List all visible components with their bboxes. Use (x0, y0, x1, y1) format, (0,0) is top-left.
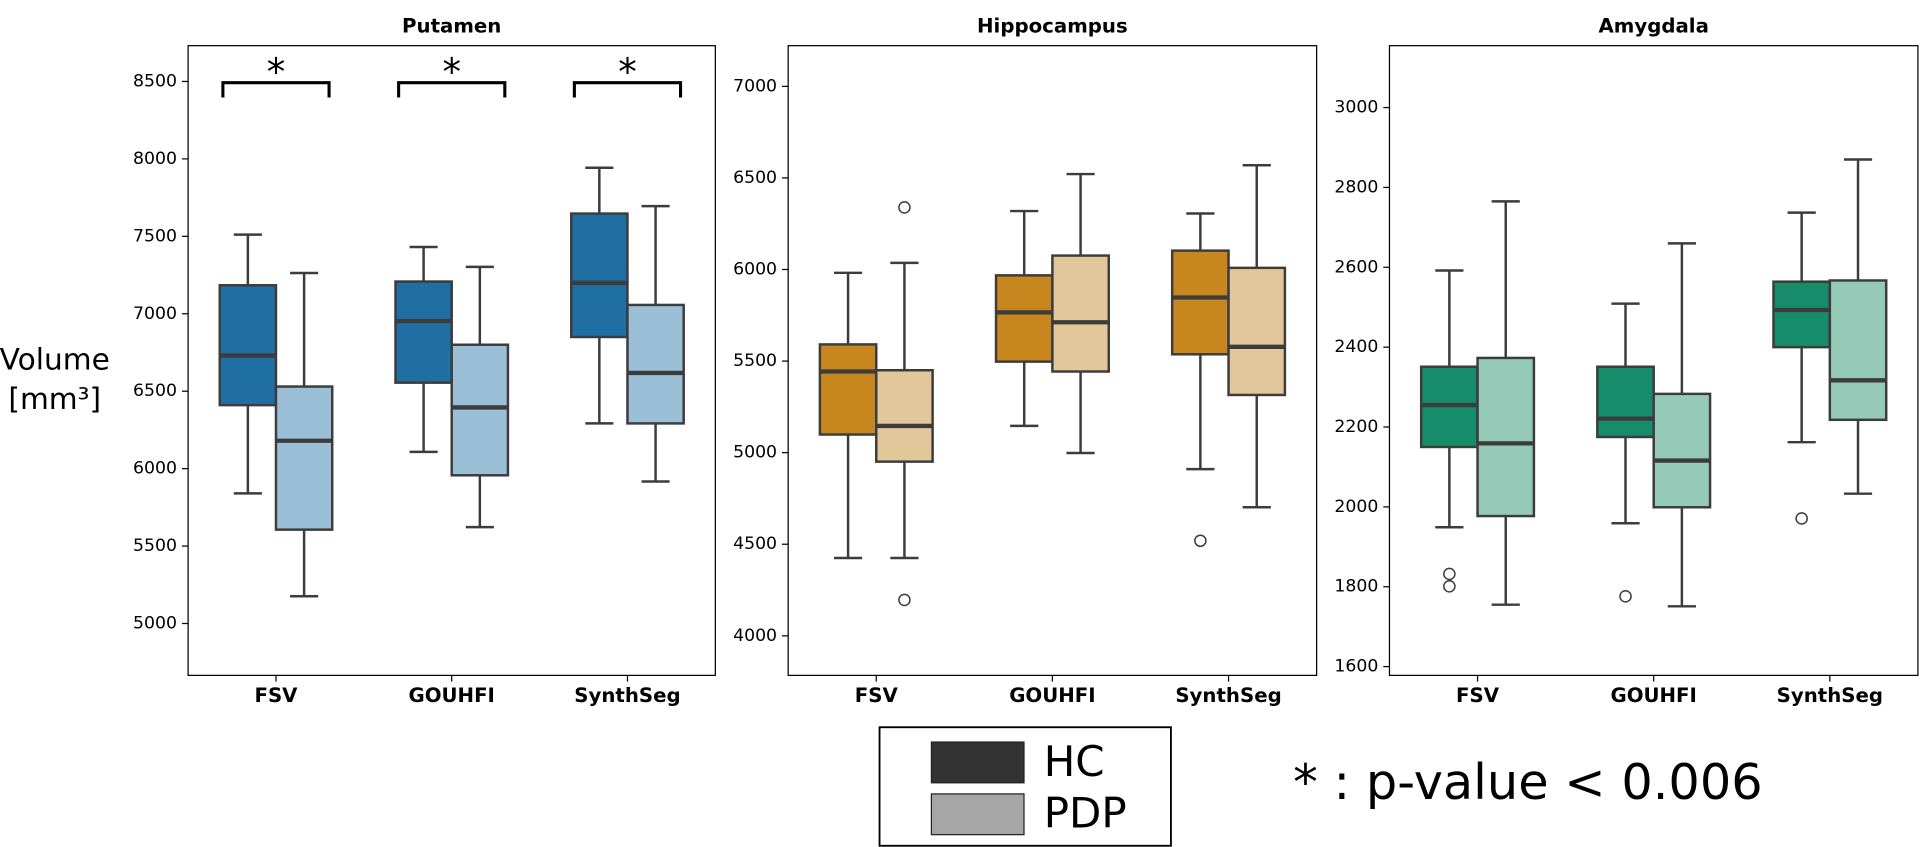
y-tick-label: 8000 (133, 149, 177, 169)
y-tick-label: 5500 (733, 351, 777, 371)
x-tick-label: GOUHFI (409, 684, 495, 707)
legend-swatch (930, 741, 1025, 784)
outlier (1443, 580, 1456, 593)
y-tick-label: 8500 (133, 71, 177, 91)
box (1051, 254, 1111, 373)
box (1772, 280, 1832, 349)
box (1170, 249, 1230, 356)
box (994, 274, 1054, 363)
x-tick-label: SynthSeg (1777, 684, 1883, 707)
significance-mark: * (442, 51, 461, 94)
y-tick-label: 7000 (133, 304, 177, 324)
box (1476, 356, 1536, 518)
y-tick-label: 2800 (1334, 177, 1378, 197)
y-tick-label: 7000 (733, 76, 777, 96)
box (875, 369, 934, 463)
y-tick-label: 5000 (133, 613, 177, 633)
box (1652, 392, 1712, 509)
y-tick-label: 4500 (733, 534, 777, 554)
legend-label: PDP (1044, 789, 1127, 838)
y-tick-label: 1600 (1334, 657, 1378, 677)
x-tick-label: SynthSeg (1175, 684, 1281, 707)
panel-title: Amygdala (1598, 15, 1708, 38)
legend-label: HC (1044, 737, 1105, 786)
panel-title: Putamen (402, 15, 501, 38)
box (218, 284, 278, 407)
y-axis-label-line: [mm³] (8, 381, 101, 416)
significance-bracket (397, 81, 507, 98)
box (274, 385, 334, 531)
box (450, 343, 510, 477)
x-tick-label: GOUHFI (1610, 684, 1696, 707)
significance-bracket (572, 81, 683, 98)
x-tick-label: FSV (1456, 684, 1500, 707)
note: * : p-value < 0.006 (1293, 753, 1763, 811)
y-tick-label: 2000 (1334, 497, 1378, 517)
outlier (1443, 567, 1456, 581)
box (818, 343, 878, 436)
box (1828, 279, 1888, 422)
y-tick-label: 5000 (733, 443, 777, 463)
panel-title: Hippocampus (977, 15, 1128, 38)
y-axis-label-line: Volume (0, 341, 110, 376)
outlier (898, 593, 911, 607)
y-tick-label: 6000 (133, 459, 177, 479)
legend-frame (878, 726, 1172, 847)
y-tick-label: 2400 (1334, 337, 1378, 357)
box (626, 303, 685, 425)
y-tick-label: 3000 (1334, 98, 1378, 118)
legend-swatch (930, 793, 1025, 836)
x-tick-label: GOUHFI (1009, 684, 1095, 707)
y-tick-label: 2600 (1334, 257, 1378, 277)
y-tick-label: 6500 (133, 381, 177, 401)
outlier (1619, 590, 1632, 603)
significance-mark: * (618, 51, 637, 94)
box (569, 212, 629, 339)
y-tick-label: 6500 (733, 168, 777, 188)
outlier (898, 201, 911, 214)
y-tick-label: 1800 (1334, 577, 1378, 597)
box (1227, 266, 1287, 397)
box (1596, 365, 1655, 439)
significance-bracket (221, 81, 331, 98)
y-tick-label: 4000 (733, 626, 777, 646)
outlier (1795, 512, 1808, 525)
x-tick-label: SynthSeg (574, 684, 680, 707)
y-tick-label: 7500 (133, 226, 177, 246)
y-tick-label: 6000 (733, 260, 777, 280)
x-tick-label: FSV (855, 684, 899, 707)
y-axis-label: Volume [mm³] (0, 341, 110, 416)
significance-mark: * (267, 51, 286, 94)
x-tick-label: FSV (254, 684, 298, 707)
outlier (1194, 534, 1207, 548)
box (394, 280, 453, 384)
y-tick-label: 5500 (133, 536, 177, 556)
y-tick-label: 2200 (1334, 417, 1378, 437)
